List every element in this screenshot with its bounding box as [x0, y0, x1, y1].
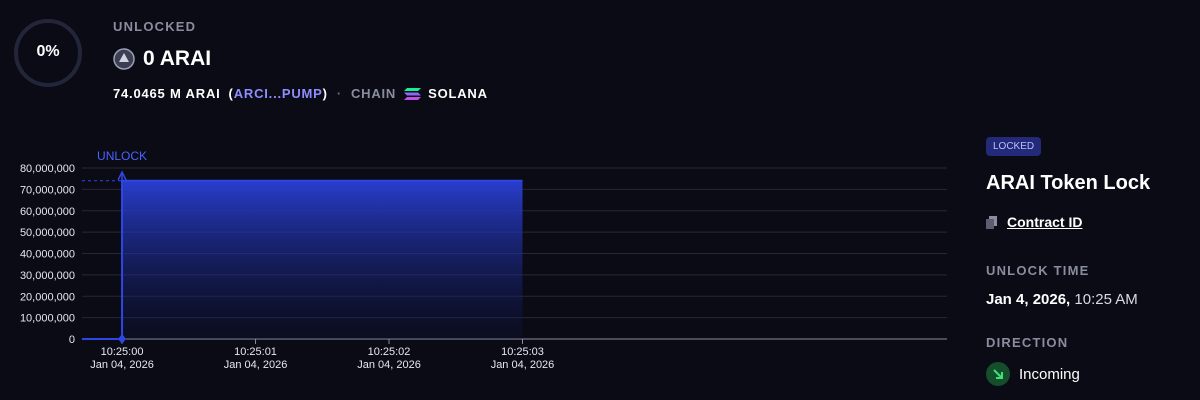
direction: Incoming [1019, 365, 1080, 383]
total: 74.0465 M ARAI [113, 86, 221, 101]
amount-row: 0 ARAI [113, 47, 211, 71]
address-link[interactable]: ARCI...PUMP [233, 86, 323, 101]
badge: LOCKED [986, 137, 1042, 156]
y-tick-label: 70,000,000 [20, 184, 75, 196]
unlock-value: Jan 4, 2026, 10:25 AM [986, 291, 1138, 308]
unlock-date: Jan 4, 2026, [986, 291, 1071, 308]
copy-icon [986, 215, 997, 229]
y-tick-label: 30,000,000 [20, 270, 75, 282]
x-tick-label: Jan 04, 2026 [224, 359, 288, 371]
amount: 0 ARAI [143, 47, 212, 70]
direction-row: Incoming [986, 362, 1080, 386]
chain-icon [404, 87, 422, 100]
paren: ( [228, 86, 234, 101]
token-icon [113, 48, 135, 70]
y-tick-label: 80,000,000 [20, 163, 75, 175]
x-tick-label: 10:25:02 [368, 346, 411, 358]
y-tick-label: 60,000,000 [20, 206, 75, 218]
paren: ) [322, 86, 328, 101]
progress-ring [14, 19, 82, 87]
unlock-time: 10:25 AM [1074, 291, 1138, 308]
y-tick-label: 10,000,000 [20, 313, 75, 325]
contract-link[interactable]: Contract ID [1007, 214, 1083, 230]
contract-row: Contract ID [986, 214, 1082, 230]
area [122, 180, 523, 339]
unlock-label: UNLOCK TIME [986, 263, 1090, 278]
chain: SOLANA [428, 86, 488, 101]
direction-label: DIRECTION [986, 335, 1069, 350]
x-tick-label: 10:25:00 [101, 346, 144, 358]
status: UNLOCKED [113, 19, 197, 34]
x-tick-label: Jan 04, 2026 [90, 359, 154, 371]
chart: 0 10,000,000 20,000,000 30,000,000 40,000,00… [20, 149, 947, 371]
x-tick-label: 10:25:01 [234, 346, 277, 358]
y-tick-label: 50,000,000 [20, 227, 75, 239]
y-tick-label: 20,000,000 [20, 291, 75, 303]
unlock-arrow [117, 170, 127, 181]
separator: · [336, 86, 342, 101]
meta-row: 74.0465 M ARAI ( ARCI...PUMP ) · CHAIN S… [113, 86, 488, 101]
lock-title: ARAI Token Lock [986, 172, 1151, 194]
annotation: UNLOCK [97, 149, 147, 163]
x-tick-label: Jan 04, 2026 [491, 359, 555, 371]
y-tick-label: 0 [69, 334, 75, 346]
direction-icon [986, 362, 1010, 386]
y-tick-label: 40,000,000 [20, 249, 75, 261]
x-tick-label: 10:25:03 [501, 346, 544, 358]
unlock-point [118, 334, 127, 344]
x-tick-label: Jan 04, 2026 [357, 359, 421, 371]
chain-label: CHAIN [350, 86, 397, 101]
percent: 0% [36, 43, 60, 60]
